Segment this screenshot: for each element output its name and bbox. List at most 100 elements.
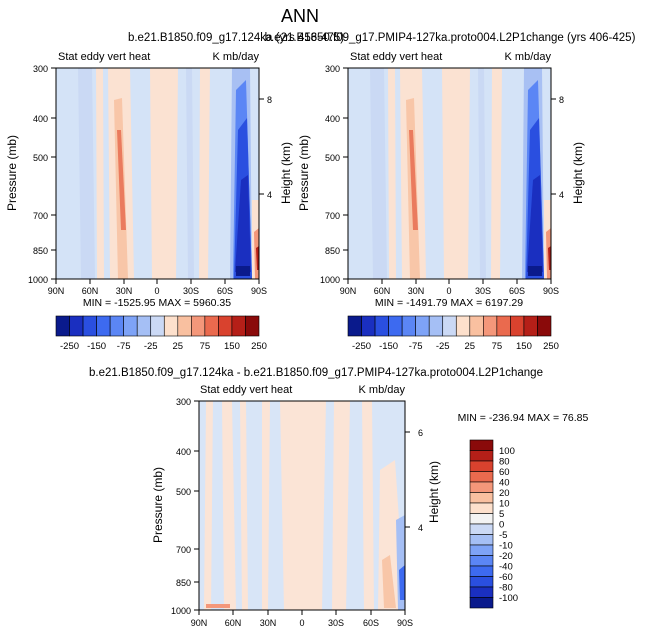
panel-b-colorbar-label: -150	[379, 341, 398, 352]
panel-c-colorbar-label: -60	[499, 572, 513, 583]
panel-c-negative-max	[399, 565, 405, 600]
panel-b-colorbar-label: 25	[465, 341, 476, 352]
panel-a-colorbar-box	[163, 315, 179, 337]
panel-b-y-tick-label: 400	[325, 114, 340, 124]
panel-c-colorbar-box	[469, 586, 494, 598]
panel-a-x-tick-label: 30N	[116, 286, 133, 296]
panel-a-height-tick-label: 8	[267, 95, 272, 105]
panel-b-positive-max	[409, 130, 418, 230]
panel-b: b.e21.B1850.f09_g17.PMIP4-127ka.proto004…	[265, 32, 636, 309]
panel-a-y-tick-label: 700	[33, 211, 48, 221]
panel-b-x-tick-label: 0	[446, 286, 451, 296]
panel-b-colorbar-box	[455, 315, 471, 337]
panel-a-colorbar-box	[136, 315, 152, 337]
panel-b-colorbar-label: -75	[409, 341, 423, 352]
panel-b-positive-max	[548, 246, 551, 270]
panel-a-colorbar-box	[82, 315, 97, 337]
panel-b-y-axis-title: Pressure (mb)	[297, 135, 311, 211]
panel-b-colorbar-label: -250	[352, 341, 371, 352]
panel-a-colorbar-label: 150	[224, 341, 240, 352]
panel-b-colorbar-box	[415, 315, 430, 337]
panel-a-colorbar-box	[245, 315, 260, 337]
panel-b-header: b.e21.B1850.f09_g17.PMIP4-127ka.proto004…	[265, 32, 636, 44]
panel-c-colorbar-label: 20	[499, 488, 510, 499]
panel-c-colorbar-box	[469, 471, 494, 483]
panel-c-colorbar-label: -80	[499, 583, 513, 594]
panel-c-colorbar-label: -100	[499, 593, 518, 604]
panel-c-surface-anomaly	[206, 604, 230, 608]
panel-a-x-tick-label: 60N	[82, 286, 99, 296]
panel-c-x-tick-label: 60N	[225, 618, 242, 628]
panel-b-field-label: Stat eddy vert heat	[350, 51, 442, 63]
panel-c-positive-band	[240, 401, 248, 610]
panel-c-colorbar-box	[469, 502, 494, 514]
panel-b-positive-band	[388, 68, 396, 279]
panel-c-colorbar-label: -5	[499, 530, 507, 541]
panel-b-y-tick-label: 500	[325, 153, 340, 163]
panel-b-x-tick-label: 90N	[340, 286, 357, 296]
panel-b-x-tick-label: 60S	[509, 286, 525, 296]
panel-c-colorbar-box	[469, 439, 494, 451]
panel-c-colorbar-box	[469, 513, 494, 525]
panel-a-colorbar-label: 75	[200, 341, 211, 352]
panel-b-right-axis-title: Height (km)	[571, 142, 585, 204]
panel-b-x-tick-label: 90S	[543, 286, 559, 296]
panel-a-y-tick-label: 850	[33, 246, 48, 256]
panel-c-colorbar-box	[469, 523, 494, 535]
panel-b-y-ticks	[343, 67, 556, 280]
panel-a-y-tick-label: 300	[33, 64, 48, 74]
panel-a-min-max: MIN = -1525.95 MAX = 5960.35	[83, 297, 231, 309]
panel-a-x-tick-label: 90S	[251, 286, 267, 296]
panel-a-colorbar-box	[96, 315, 111, 337]
panel-a-polar-field	[235, 175, 251, 272]
panel-a: b.e21.B1850.f09_g17.124ka (yrs 456-475) …	[5, 32, 344, 309]
panel-c-colorbar-label: 60	[499, 467, 510, 478]
panel-a-colorbar-box	[150, 315, 165, 337]
panel-c-x-ticks	[198, 610, 406, 615]
panel-a-colorbar-box	[218, 315, 233, 337]
panel-b-y-tick-label: 850	[325, 246, 340, 256]
panel-a-x-tick-label: 60S	[217, 286, 233, 296]
panel-c-header: b.e21.B1850.f09_g17.124ka - b.e21.B1850.…	[89, 367, 543, 379]
panel-a-colorbar-label: 250	[251, 341, 267, 352]
panel-a-colorbar-box	[55, 315, 70, 337]
panel-a-y-tick-label: 1000	[28, 275, 48, 285]
panel-a-positive-band	[150, 68, 178, 279]
panel-c: b.e21.B1850.f09_g17.124ka - b.e21.B1850.…	[89, 367, 589, 628]
panel-c-colorbar-box	[469, 481, 494, 493]
panel-b-y-tick-label: 700	[325, 211, 340, 221]
panel-b-negative-band	[478, 68, 486, 279]
panel-b-height-tick-label: 4	[559, 190, 564, 200]
panel-b-colorbar-box	[523, 315, 538, 337]
main-title: ANN	[281, 6, 319, 26]
panel-c-colorbar-label: 40	[499, 478, 510, 489]
panel-c-positive-band	[332, 401, 350, 610]
panel-b-polar-field	[527, 175, 543, 272]
panel-a-colorbar-box	[231, 315, 246, 337]
panel-b-colorbar-box	[374, 315, 389, 337]
panel-c-y-tick-label: 500	[176, 487, 191, 497]
panel-a-colorbar-box	[191, 315, 206, 337]
panel-c-field-label: Stat eddy vert heat	[200, 384, 292, 396]
panel-c-colorbar-box	[469, 555, 494, 567]
panel-c-x-tick-label: 90S	[397, 618, 413, 628]
panel-b-units-label: K mb/day	[505, 51, 552, 63]
panel-a-positive-band	[199, 68, 210, 279]
panel-a-positive-band	[96, 68, 104, 279]
panel-a-negative-band	[186, 68, 194, 279]
panel-c-right-axis-title: Height (km)	[427, 461, 441, 523]
panel-c-y-ticks	[194, 400, 410, 611]
panel-b-colorbar-box	[510, 315, 525, 337]
panel-c-colorbar-box	[469, 534, 494, 546]
panel-c-colorbar-box	[469, 565, 494, 577]
panel-b-positive-band	[491, 68, 502, 279]
panel-c-colorbar-box	[469, 576, 494, 588]
panel-c-y-tick-label: 700	[176, 545, 191, 555]
panel-c-y-tick-label: 1000	[171, 606, 191, 616]
panel-a-y-axis-title: Pressure (mb)	[5, 135, 19, 211]
panel-c-y-tick-label: 400	[176, 447, 191, 457]
panel-a-positive-max	[256, 246, 259, 270]
panel-a-colorbar-box	[69, 315, 84, 337]
panel-b-colorbar-box	[347, 315, 362, 337]
